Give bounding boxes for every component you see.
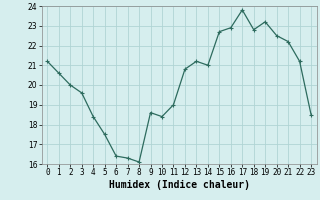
X-axis label: Humidex (Indice chaleur): Humidex (Indice chaleur) <box>109 180 250 190</box>
